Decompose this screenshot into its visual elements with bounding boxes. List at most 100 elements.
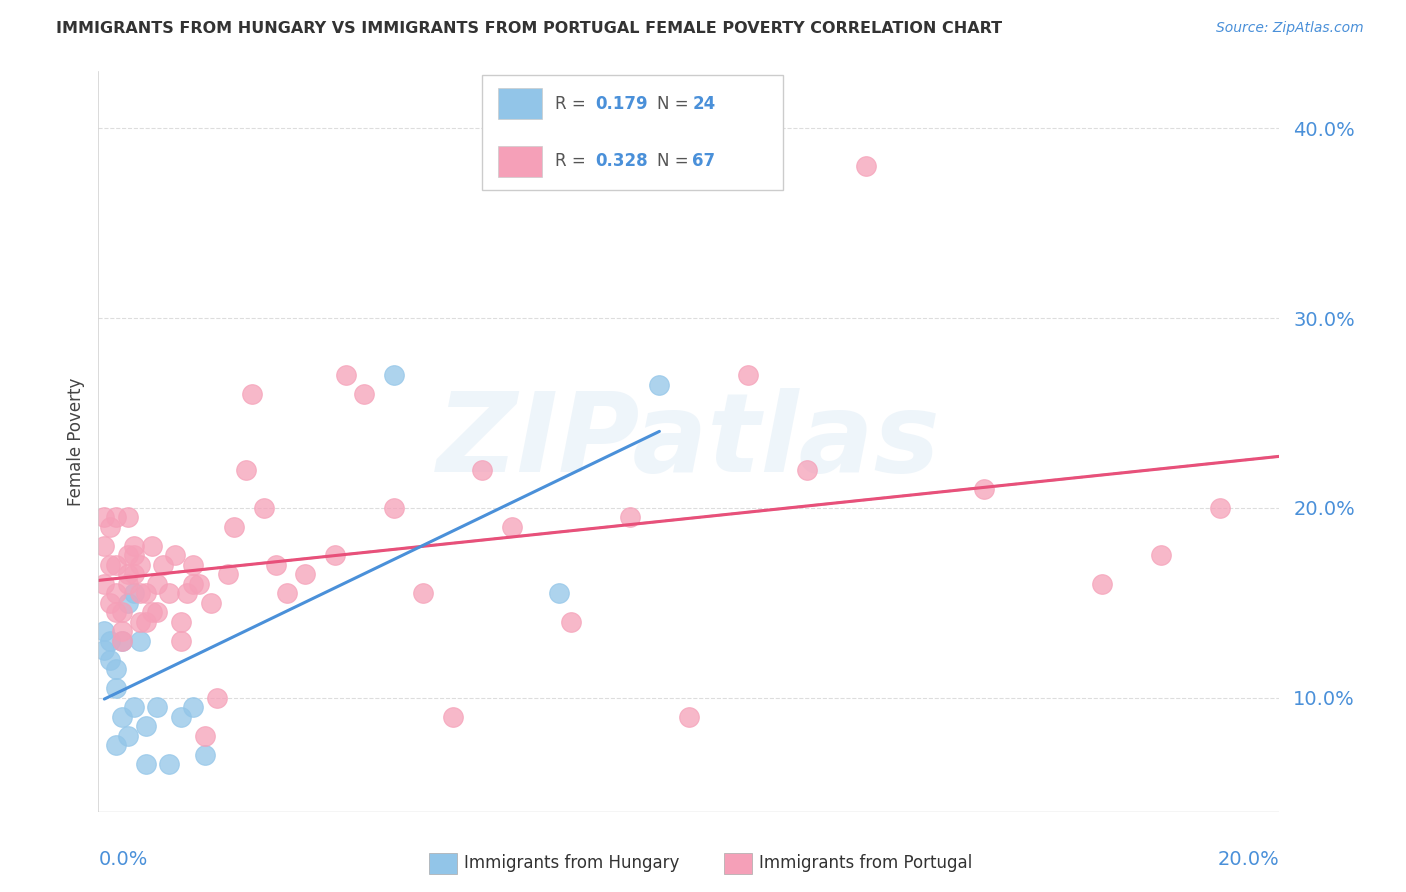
Point [111,606,134,620]
Point [170,615,193,629]
Point [105,606,128,620]
Text: 0.179: 0.179 [596,95,648,112]
Point [98,520,121,534]
Point [181,558,204,572]
Point [111,633,134,648]
Point [157,757,180,772]
Point [205,690,228,705]
Point [353,387,375,401]
Point [855,159,877,173]
Point [128,558,150,572]
Point [264,558,287,572]
Text: Immigrants from Portugal: Immigrants from Portugal [759,855,973,872]
Point [105,662,128,676]
Text: N =: N = [657,153,695,170]
Point [737,368,759,383]
FancyBboxPatch shape [482,75,783,190]
Text: IMMIGRANTS FROM HUNGARY VS IMMIGRANTS FROM PORTUGAL FEMALE POVERTY CORRELATION C: IMMIGRANTS FROM HUNGARY VS IMMIGRANTS FR… [56,21,1002,36]
Point [200,596,222,610]
Point [1150,549,1173,563]
Text: 24: 24 [693,95,716,112]
Point [194,729,217,743]
Point [382,500,405,515]
Point [141,539,163,553]
Point [471,463,494,477]
Point [548,586,571,600]
Point [122,549,145,563]
Point [128,615,150,629]
Point [111,624,134,639]
Point [93,624,115,639]
Point [240,387,263,401]
Point [152,558,174,572]
Point [146,577,169,591]
Point [105,739,128,753]
Point [796,463,818,477]
Point [170,710,193,724]
Point [194,747,217,762]
Point [122,539,145,553]
Point [98,633,121,648]
Point [98,596,121,610]
Point [93,510,115,524]
Point [105,510,128,524]
Point [105,586,128,600]
Point [146,606,169,620]
Point [98,653,121,667]
Point [335,368,357,383]
Point [648,377,671,392]
Point [146,700,169,714]
Point [217,567,239,582]
Point [122,586,145,600]
Point [619,510,641,524]
Point [135,615,157,629]
Text: 20.0%: 20.0% [1218,850,1279,869]
Point [276,586,298,600]
Text: R =: R = [555,95,592,112]
Point [294,567,316,582]
Point [117,596,139,610]
Point [117,549,139,563]
Text: 0.0%: 0.0% [98,850,148,869]
Point [235,463,257,477]
Point [141,606,163,620]
Y-axis label: Female Poverty: Female Poverty [66,377,84,506]
Point [105,681,128,696]
Point [560,615,582,629]
Text: Source: ZipAtlas.com: Source: ZipAtlas.com [1216,21,1364,35]
Point [93,539,115,553]
Point [1209,500,1232,515]
Point [1091,577,1114,591]
Point [501,520,523,534]
Point [105,558,128,572]
Point [122,567,145,582]
Point [135,586,157,600]
Point [111,710,134,724]
FancyBboxPatch shape [498,88,543,120]
Point [323,549,346,563]
Point [135,757,157,772]
Point [253,500,276,515]
Point [117,577,139,591]
Text: R =: R = [555,153,592,170]
Point [382,368,405,383]
Point [111,633,134,648]
Point [181,700,204,714]
Point [93,577,115,591]
Point [678,710,700,724]
Point [117,567,139,582]
Point [128,633,150,648]
Point [176,586,198,600]
Text: ZIPatlas: ZIPatlas [437,388,941,495]
Point [128,586,150,600]
Point [412,586,434,600]
Point [441,710,464,724]
Point [157,586,180,600]
Text: 67: 67 [693,153,716,170]
Point [93,643,115,657]
Point [135,719,157,733]
Point [187,577,209,591]
Point [165,549,187,563]
Point [117,510,139,524]
Point [122,700,145,714]
